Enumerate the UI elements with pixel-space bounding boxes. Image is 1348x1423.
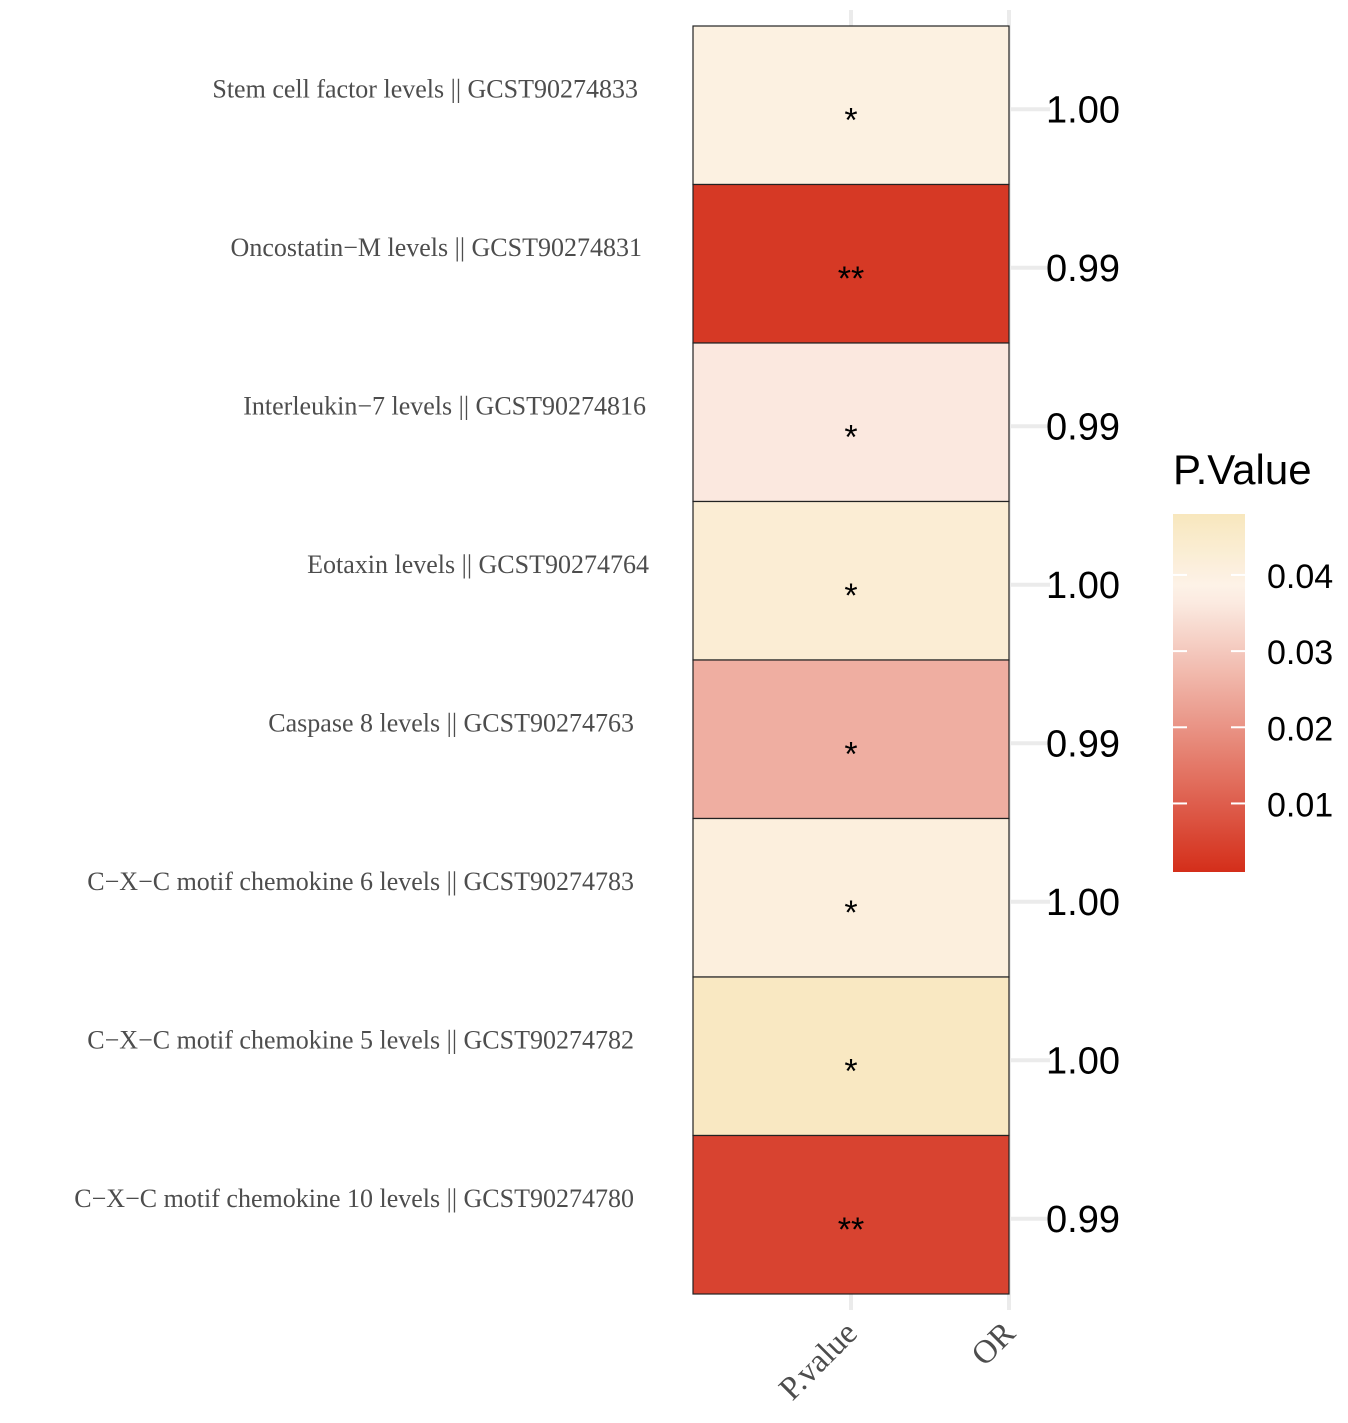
or-value: 0.99 xyxy=(1046,406,1120,448)
x-axis-label: P.value xyxy=(772,1315,864,1407)
heat-cell xyxy=(692,500,1010,661)
or-value: 0.99 xyxy=(1046,248,1120,290)
significance-mark: * xyxy=(844,1052,857,1090)
row-label: Caspase 8 levels || GCST90274763 xyxy=(268,708,634,737)
row-label: Interleukin−7 levels || GCST90274816 xyxy=(243,391,646,420)
legend-ticks: 0.04 0.03 0.02 0.01 xyxy=(1173,558,1333,824)
heat-cell xyxy=(692,183,1010,344)
row-label: C−X−C motif chemokine 10 levels || GCST9… xyxy=(74,1184,634,1213)
x-axis-labels: P.value OR xyxy=(772,1315,1022,1407)
legend-tick-label: 0.01 xyxy=(1267,786,1333,824)
heat-cell xyxy=(692,976,1010,1137)
significance-mark: * xyxy=(844,894,857,932)
significance-mark: ** xyxy=(838,1211,864,1249)
significance-mark: * xyxy=(844,101,857,139)
legend-tick-label: 0.03 xyxy=(1267,634,1333,672)
legend-tick-label: 0.04 xyxy=(1267,558,1333,596)
significance-mark: * xyxy=(844,577,857,615)
x-axis-label: OR xyxy=(965,1315,1023,1373)
or-labels: 1.00 0.99 0.99 1.00 0.99 1.00 1.00 0.99 xyxy=(1046,89,1120,1241)
or-value: 0.99 xyxy=(1046,723,1120,765)
row-label: Oncostatin−M levels || GCST90274831 xyxy=(231,233,642,262)
legend: P.Value 0.04 0.03 0.02 0.01 xyxy=(1173,446,1333,872)
heat-cells: ********** xyxy=(692,25,1010,1295)
or-value: 1.00 xyxy=(1046,565,1120,607)
significance-mark: ** xyxy=(838,260,864,298)
row-label: C−X−C motif chemokine 5 levels || GCST90… xyxy=(87,1025,634,1054)
or-value: 1.00 xyxy=(1046,1040,1120,1082)
row-label: Eotaxin levels || GCST90274764 xyxy=(307,550,649,579)
significance-mark: * xyxy=(844,735,857,773)
or-value: 1.00 xyxy=(1046,882,1120,924)
or-value: 1.00 xyxy=(1046,89,1120,131)
row-labels: Stem cell factor levels || GCST90274833 O… xyxy=(74,74,649,1213)
legend-title: P.Value xyxy=(1173,446,1312,493)
legend-tick-label: 0.02 xyxy=(1267,710,1333,748)
heat-cell xyxy=(692,1134,1010,1295)
or-value: 0.99 xyxy=(1046,1199,1120,1241)
row-label: C−X−C motif chemokine 6 levels || GCST90… xyxy=(87,867,634,896)
significance-mark: * xyxy=(844,418,857,456)
heat-cell xyxy=(692,25,1010,186)
heat-cell xyxy=(692,659,1010,820)
heat-cell xyxy=(692,817,1010,978)
legend-colorbar xyxy=(1173,514,1245,872)
row-label: Stem cell factor levels || GCST90274833 xyxy=(212,74,638,103)
